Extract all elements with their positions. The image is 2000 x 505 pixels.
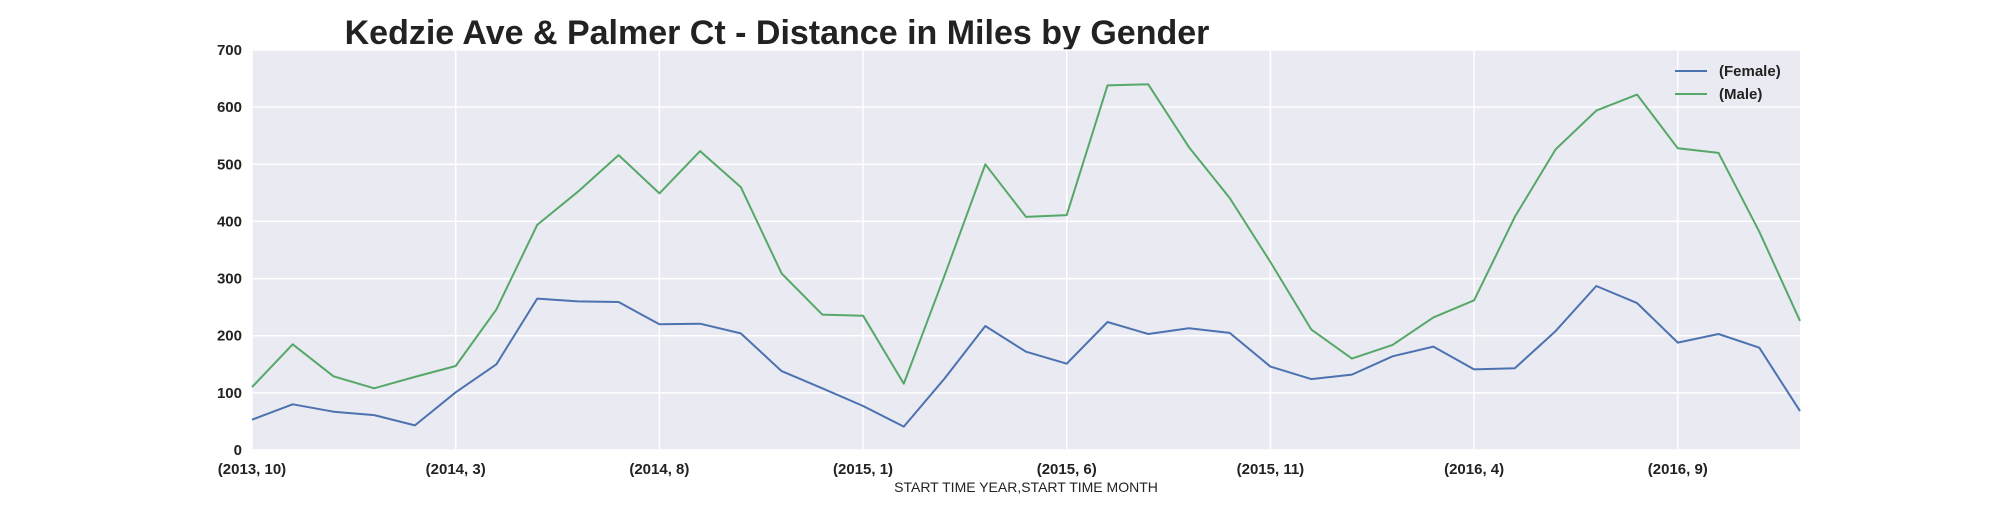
y-tick-label: 300: [217, 271, 242, 288]
x-tick-label: (2016, 4): [1444, 461, 1504, 478]
y-tick-label: 600: [217, 99, 242, 116]
x-tick-label: (2014, 8): [629, 461, 689, 478]
grid-lines: [251, 49, 1800, 451]
x-tick-label: (2016, 9): [1648, 461, 1708, 478]
x-tick-label: (2013, 10): [218, 461, 286, 478]
legend-label-male: (Male): [1719, 86, 1762, 103]
x-axis-ticks: (2013, 10) (2014, 3) (2014, 8) (2015, 1) (20…: [218, 461, 1708, 478]
y-tick-label: 700: [217, 42, 242, 59]
series-line-female: [251, 285, 1801, 428]
series-lines: [251, 83, 1801, 428]
chart-title: Kedzie Ave & Palmer Ct - Distance in Mil…: [345, 14, 1210, 52]
plot-area: [252, 50, 1800, 450]
y-tick-label: 200: [217, 328, 242, 345]
x-tick-label: (2015, 6): [1037, 461, 1097, 478]
y-tick-label: 100: [217, 385, 242, 402]
x-tick-label: (2014, 3): [426, 461, 486, 478]
y-tick-label: 500: [217, 156, 242, 173]
legend-label-female: (Female): [1719, 63, 1781, 80]
series-line-male: [251, 83, 1801, 390]
y-axis-ticks: 0 100 200 300 400 500 600 700: [217, 42, 242, 459]
x-tick-label: (2015, 11): [1237, 461, 1305, 478]
y-tick-label: 400: [217, 213, 242, 230]
x-axis-title: START TIME YEAR,START TIME MONTH: [894, 479, 1158, 495]
x-tick-label: (2015, 1): [833, 461, 893, 478]
legend: (Female) (Male): [1675, 63, 1781, 103]
y-tick-label: 0: [234, 442, 242, 459]
